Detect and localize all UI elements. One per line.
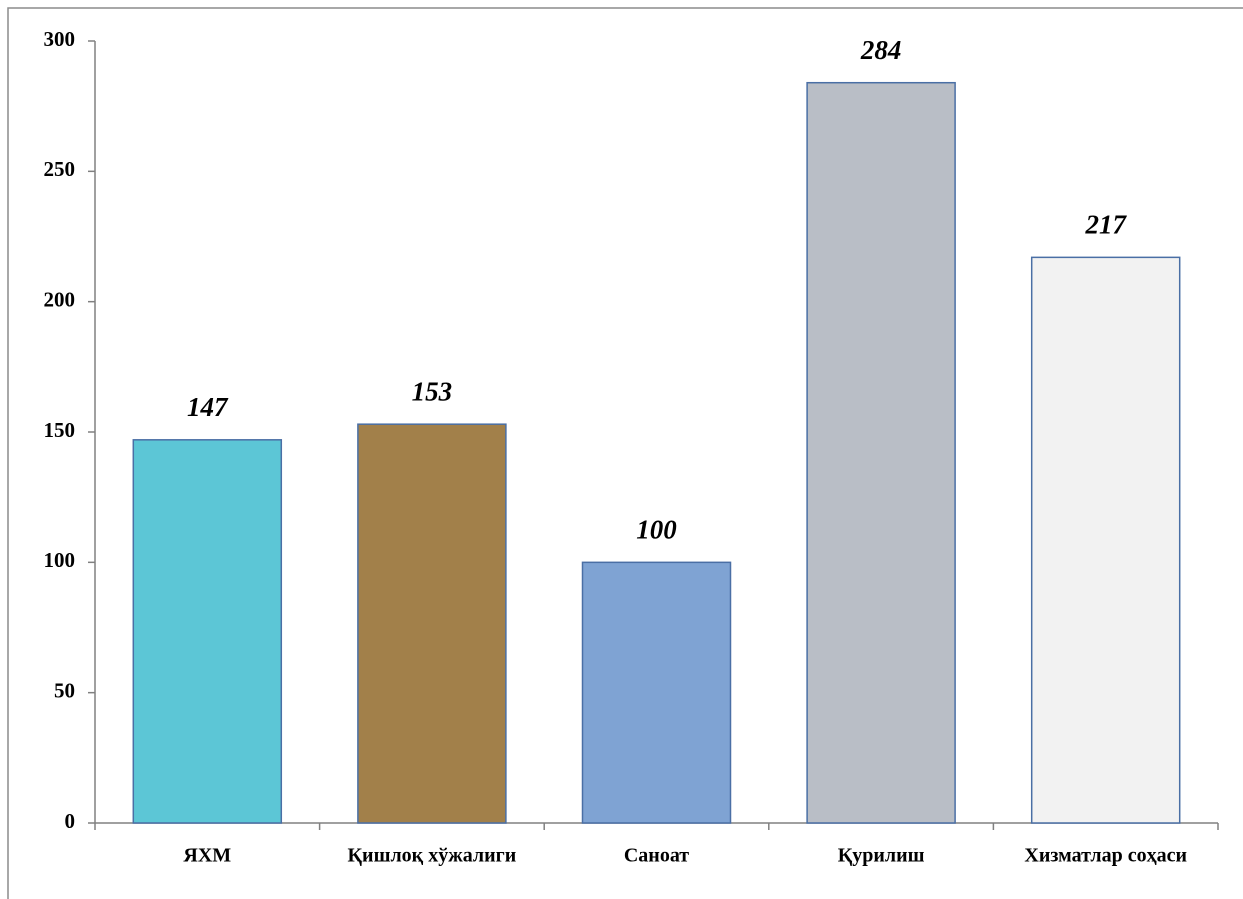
y-tick-label: 0	[65, 809, 76, 833]
bar	[357, 423, 507, 824]
x-tick-label: Саноат	[624, 845, 689, 867]
y-tick-label: 100	[44, 548, 76, 572]
bar	[132, 439, 283, 824]
x-tick-label: Қурилиш	[838, 845, 925, 867]
bar	[1030, 256, 1181, 824]
x-tick-label: Қишлоқ хўжалиги	[348, 845, 517, 867]
y-tick-label: 50	[54, 678, 75, 702]
x-tick-label: ЯХМ	[183, 845, 231, 867]
value-label: 217	[1084, 210, 1127, 240]
value-label: 153	[412, 376, 453, 406]
chart-frame	[7, 7, 1243, 899]
bar	[806, 81, 956, 824]
value-label: 100	[636, 515, 677, 545]
value-label: 147	[187, 392, 229, 422]
y-tick-label: 200	[44, 287, 76, 311]
y-tick-label: 300	[44, 27, 76, 51]
x-tick-label: Хизматлар соҳаси	[1024, 845, 1187, 867]
y-tick-label: 150	[44, 418, 76, 442]
bar	[581, 561, 732, 824]
y-tick-label: 250	[44, 157, 76, 181]
value-label: 284	[860, 35, 902, 65]
